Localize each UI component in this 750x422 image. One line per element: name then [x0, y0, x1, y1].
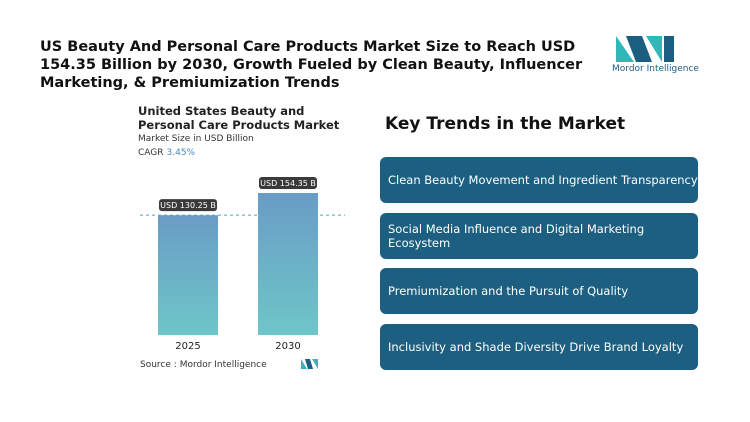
chart-title: United States Beauty and Personal Care P…	[138, 104, 340, 132]
source-logo	[301, 359, 318, 369]
bar	[258, 192, 318, 335]
source-text: Mordor Intelligence	[179, 360, 267, 370]
trend-item: Premiumization and the Pursuit of Qualit…	[380, 268, 698, 315]
source: Source : Mordor Intelligence	[140, 360, 267, 370]
value-label-box	[259, 176, 317, 189]
cagr-value: 3.45%	[166, 148, 196, 158]
trend-item: Clean Beauty Movement and Ingredient Tra…	[380, 157, 698, 203]
logo	[616, 36, 674, 62]
bar	[158, 215, 218, 335]
x-tick-label: 2025	[175, 341, 200, 352]
x-tick-label: 2030	[275, 341, 300, 352]
value-label: USD 154.35 B	[260, 179, 316, 188]
trend-item: Social Media Influence and Digital Marke…	[380, 212, 698, 259]
chart: USD 130.25 B 2025 USD 154.35 B 2030	[140, 176, 345, 352]
page-title: US Beauty And Personal Care Products Mar…	[40, 39, 583, 91]
trend-item: Inclusivity and Shade Diversity Drive Br…	[380, 324, 698, 371]
cagr-label: CAGR	[138, 148, 164, 158]
value-label: USD 130.25 B	[160, 201, 216, 210]
source-label: Source :	[140, 360, 177, 370]
cagr: CAGR 3.45%	[138, 148, 195, 158]
brand: Mordor Intelligence	[612, 64, 699, 74]
chart-subtitle: Market Size in USD Billion	[138, 134, 254, 144]
trends-title: Key Trends in the Market	[385, 114, 626, 134]
value-label-box	[159, 199, 217, 212]
